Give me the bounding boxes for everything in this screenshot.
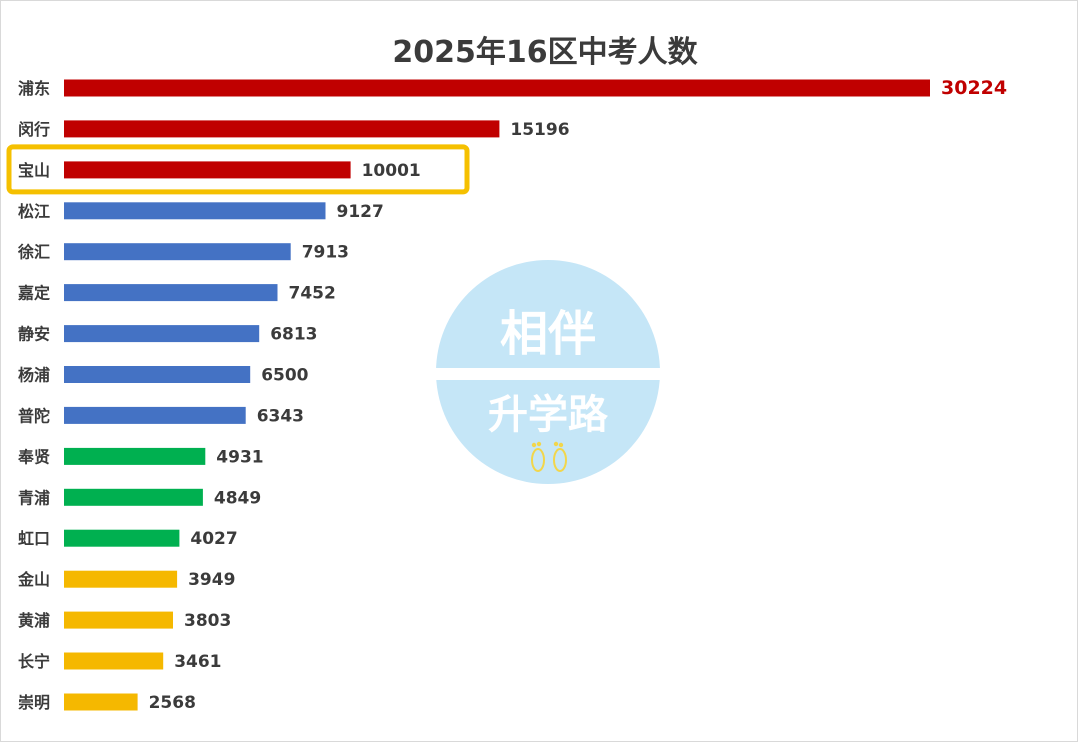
category-label-8: 普陀	[18, 406, 50, 425]
bar-5	[64, 284, 278, 302]
bar-9	[64, 447, 206, 465]
category-label-5: 嘉定	[17, 284, 50, 303]
watermark-line1: 相伴	[500, 306, 596, 362]
value-label-1: 15196	[510, 120, 569, 140]
bars-layer	[64, 79, 930, 711]
bar-10	[64, 488, 203, 506]
bar-2	[64, 161, 351, 179]
category-label-3: 松江	[18, 202, 50, 221]
value-label-3: 9127	[337, 202, 384, 222]
watermark-divider	[436, 368, 660, 380]
category-label-1: 闵行	[18, 120, 50, 139]
bar-15	[64, 693, 138, 711]
value-label-0: 30224	[941, 77, 1007, 99]
bar-3	[64, 202, 326, 220]
category-label-14: 长宁	[18, 652, 50, 671]
value-label-5: 7452	[289, 284, 336, 304]
bar-0	[64, 79, 930, 97]
value-label-13: 3803	[184, 611, 231, 631]
bar-8	[64, 406, 246, 424]
watermark-line2: 升学路	[488, 392, 609, 438]
value-labels: 30224 15196 10001 9127 7913 7452 6813 6500 6343 4…	[149, 77, 1008, 713]
bar-4	[64, 243, 291, 261]
highlight-box	[6, 144, 470, 195]
category-label-6: 静安	[18, 325, 50, 344]
chart-title: 2025年16区中考人数	[392, 35, 698, 70]
watermark-logo: 相伴 升学路	[436, 260, 660, 484]
value-label-11: 4027	[190, 529, 237, 549]
value-label-12: 3949	[188, 570, 235, 590]
category-label-11: 虹口	[18, 529, 50, 548]
bar-7	[64, 366, 251, 383]
value-label-4: 7913	[302, 243, 349, 263]
value-label-14: 3461	[174, 652, 221, 672]
bar-11	[64, 529, 180, 547]
bar-6	[64, 325, 260, 343]
category-label-7: 杨浦	[18, 366, 50, 385]
bar-13	[64, 611, 173, 629]
value-label-15: 2568	[149, 693, 196, 713]
category-label-9: 奉贤	[17, 447, 50, 466]
value-label-2: 10001	[362, 161, 421, 181]
bar-1	[64, 120, 500, 138]
value-label-7: 6500	[261, 366, 308, 386]
category-label-10: 青浦	[18, 488, 50, 507]
bar-14	[64, 652, 164, 670]
value-label-8: 6343	[257, 406, 304, 426]
value-label-10: 4849	[214, 488, 261, 508]
bar-12	[64, 570, 178, 588]
category-label-13: 黄浦	[18, 611, 50, 630]
category-label-2: 宝山	[18, 161, 50, 180]
category-label-0: 浦东	[18, 79, 50, 98]
value-label-9: 4931	[216, 447, 263, 467]
category-label-12: 金山	[17, 570, 50, 589]
value-label-6: 6813	[270, 325, 317, 345]
category-label-4: 徐汇	[17, 243, 50, 262]
category-label-15: 崇明	[18, 693, 50, 712]
footprints-icon	[531, 441, 567, 472]
